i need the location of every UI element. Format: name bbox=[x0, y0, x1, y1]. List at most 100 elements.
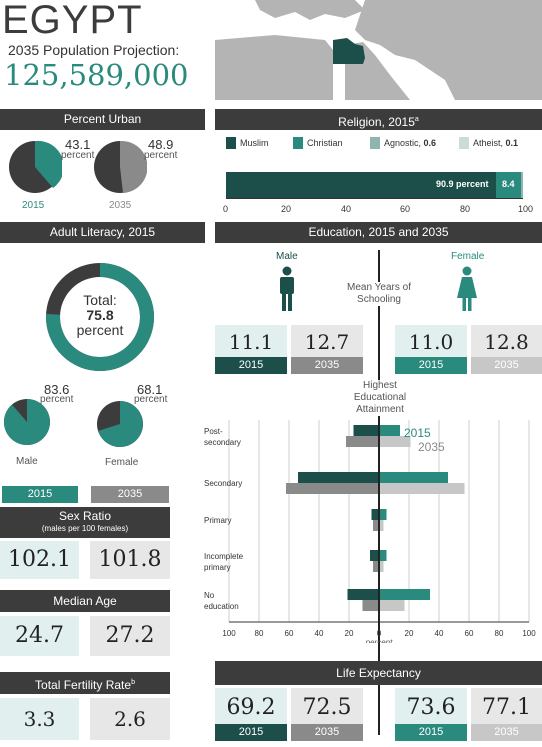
male-figure-icon bbox=[280, 266, 294, 311]
religion-header: Religion, 2015a bbox=[215, 109, 542, 130]
attain-tick-label: 40 bbox=[315, 629, 324, 638]
literacy-total-prefix: Total: bbox=[83, 292, 117, 308]
edu-female-2015-box: 11.0 bbox=[395, 325, 467, 357]
sex-ratio-2035-box: 101.8 bbox=[90, 541, 170, 579]
literacy-female-value: 68.1 bbox=[137, 382, 163, 397]
edu-male-2035-year: 2035 bbox=[291, 357, 363, 374]
religion-axis-line bbox=[226, 198, 523, 199]
attain-bar-female-2015 bbox=[379, 509, 387, 520]
region-map bbox=[215, 0, 542, 100]
legend-2015-label: 2015 bbox=[27, 488, 53, 500]
country-title: EGYPT bbox=[2, 0, 143, 42]
religion-tick-100: 100 bbox=[518, 204, 534, 214]
literacy-male-value: 83.6 bbox=[44, 382, 70, 397]
religion-bar-christian bbox=[496, 172, 521, 198]
urban-2035-year: 2035 bbox=[109, 200, 132, 211]
median-age-2015-box: 24.7 bbox=[0, 616, 79, 656]
attain-tick-label: 60 bbox=[465, 629, 474, 638]
attain-bar-female-2015 bbox=[379, 589, 430, 600]
egypt-highlight bbox=[333, 38, 365, 64]
attain-category-label: Post- bbox=[204, 427, 223, 436]
attain-tick-label: 100 bbox=[222, 629, 236, 638]
urban-2035-value: 48.9 bbox=[148, 137, 174, 152]
attain-category-label: secondary bbox=[204, 438, 241, 447]
edu-female-2035-box: 12.8 bbox=[471, 325, 542, 357]
urban-2035-unit: percent bbox=[144, 150, 178, 161]
legend-atheist-text: Atheist, bbox=[473, 138, 504, 148]
sex-ratio-subtitle: (males per 100 females) bbox=[41, 524, 129, 533]
life-female-2035-year: 2035 bbox=[471, 724, 542, 741]
literacy-header: Adult Literacy, 2015 bbox=[0, 222, 205, 243]
urban-2015-value: 43.1 bbox=[65, 137, 91, 152]
attain-bar-male-2015 bbox=[370, 550, 379, 561]
life-female-2015-year: 2015 bbox=[395, 724, 467, 741]
life-header: Life Expectancy bbox=[215, 661, 542, 685]
life-male-2015-year: 2015 bbox=[215, 724, 287, 741]
religion-bar-christian-label: 8.4 bbox=[502, 179, 515, 189]
attainment-line2: Educational bbox=[353, 392, 407, 403]
religion-tick-20: 20 bbox=[281, 204, 292, 214]
attain-tick-label: 20 bbox=[345, 629, 354, 638]
attainment-chart: 100 80 60 40 20 0 20 40 60 80 100 percent Post-secon… bbox=[204, 420, 536, 643]
median-age-2035-box: 27.2 bbox=[90, 616, 170, 656]
fertility-title: Total Fertility Rate bbox=[35, 678, 132, 692]
attain-bar-female-2015 bbox=[379, 472, 448, 483]
religion-bar-agnostic bbox=[521, 172, 523, 198]
religion-footnote: a bbox=[414, 116, 419, 123]
religion-legend: Muslim Christian Agnostic, 0.6 Atheist, … bbox=[226, 137, 542, 151]
attain-legend-2015: 2015 bbox=[404, 426, 431, 440]
religion-bar: 90.9 percent 8.4 bbox=[226, 172, 523, 198]
attain-tick-label: 80 bbox=[495, 629, 504, 638]
religion-tick-80: 80 bbox=[460, 204, 471, 214]
attain-bar-male-2015 bbox=[371, 509, 379, 520]
attain-bar-male-2035 bbox=[286, 483, 379, 494]
edu-female-2035-year: 2035 bbox=[471, 357, 542, 374]
legend-2035-label: 2035 bbox=[117, 488, 143, 500]
attain-bar-male-2035 bbox=[346, 436, 379, 447]
attain-category-label: Primary bbox=[204, 516, 232, 525]
urban-2015-year: 2015 bbox=[22, 200, 45, 211]
projection-value: 125,589,000 bbox=[4, 58, 189, 92]
attain-bar-female-2035 bbox=[379, 436, 411, 447]
attain-tick-label: 80 bbox=[255, 629, 264, 638]
edu-male-2015-year: 2015 bbox=[215, 357, 287, 374]
mean-years-label: Mean Years of Schooling bbox=[335, 282, 423, 306]
life-male-2035-year: 2035 bbox=[291, 724, 363, 741]
fertility-footnote: b bbox=[131, 679, 135, 686]
literacy-total-donut bbox=[46, 263, 154, 371]
literacy-male-pie bbox=[3, 399, 50, 445]
median-age-header: Median Age bbox=[0, 590, 170, 612]
urban-2015-pie bbox=[9, 140, 62, 193]
attain-tick-label: 100 bbox=[522, 629, 536, 638]
literacy-total-label: Total: 75.8 percent bbox=[62, 293, 138, 338]
religion-axis: 0 20 40 60 80 100 bbox=[223, 204, 536, 216]
fertility-2015-box: 3.3 bbox=[0, 698, 79, 740]
fertility-header: Total Fertility Rateb bbox=[0, 672, 170, 694]
edu-male-label: Male bbox=[276, 251, 298, 262]
literacy-total-unit: percent bbox=[76, 322, 124, 338]
religion-tick-0: 0 bbox=[223, 204, 229, 214]
mean-years-line1: Mean Years of bbox=[347, 282, 411, 293]
legend-atheist-label: Atheist, 0.1 bbox=[473, 137, 518, 150]
urban-2035-pie bbox=[94, 140, 147, 193]
life-female-2035-box: 77.1 bbox=[471, 688, 542, 724]
mean-years-line2: Schooling bbox=[357, 294, 401, 305]
edu-female-label: Female bbox=[451, 251, 485, 262]
legend-2015 bbox=[2, 486, 78, 503]
attain-bar-female-2015 bbox=[379, 425, 400, 436]
edu-male-2015-box: 11.1 bbox=[215, 325, 287, 357]
attain-bar-male-2035 bbox=[373, 520, 379, 531]
religion-tick-40: 40 bbox=[341, 204, 352, 214]
attain-axis-unit: percent bbox=[365, 638, 393, 643]
projection-label: 2035 Population Projection: bbox=[8, 42, 180, 58]
fertility-2035-box: 2.6 bbox=[90, 698, 170, 740]
attain-tick-label: 40 bbox=[435, 629, 444, 638]
attain-bar-female-2035 bbox=[379, 600, 405, 611]
sex-ratio-header: Sex Ratio (males per 100 females) bbox=[0, 507, 170, 538]
attain-bar-female-2035 bbox=[379, 520, 384, 531]
attain-tick-label: 60 bbox=[285, 629, 294, 638]
life-female-2015-box: 73.6 bbox=[395, 688, 467, 724]
legend-atheist-swatch bbox=[459, 137, 469, 149]
legend-agnostic-swatch bbox=[370, 137, 380, 149]
literacy-male-unit: percent bbox=[40, 394, 74, 405]
